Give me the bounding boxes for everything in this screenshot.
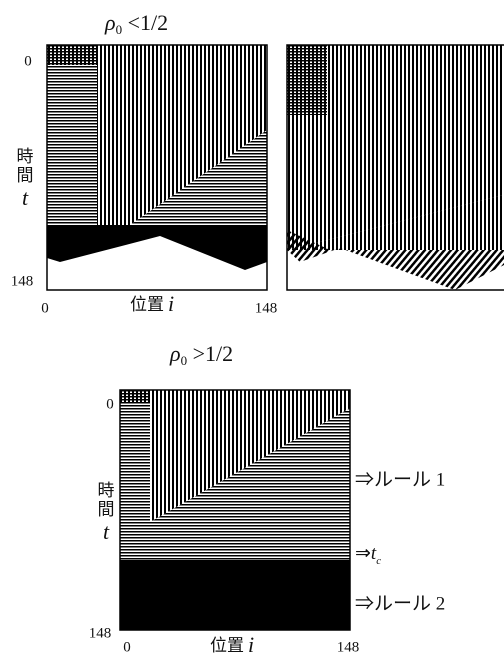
x-variable: i <box>248 632 254 657</box>
x-label-text: 位置 <box>210 636 244 655</box>
x-label-text: 位置 <box>130 295 164 314</box>
y-end: 148 <box>11 273 34 289</box>
figure: ρ0 <1/2 0 時 間 t 148 0 位置i 148 ρ0 >1/2 <box>0 0 504 660</box>
pattern-panel-3 <box>120 390 350 630</box>
x-variable: i <box>168 291 174 316</box>
x-end: 148 <box>337 639 360 655</box>
x-end: 148 <box>255 300 278 316</box>
pattern-panel-1 <box>47 45 267 290</box>
y-label: 時 <box>98 481 115 500</box>
x-start: 0 <box>123 639 131 655</box>
annotation-arrow: ⇒ <box>355 543 371 564</box>
y-variable: t <box>22 185 29 210</box>
y-start: 0 <box>24 53 32 69</box>
title-condition: >1/2 <box>187 341 233 366</box>
annotation: ⇒tc <box>355 543 381 566</box>
y-variable: t <box>103 519 110 544</box>
annotation: ⇒ルール 1 <box>355 469 445 490</box>
y-label: 間 <box>98 500 115 519</box>
y-label: 間 <box>17 166 34 185</box>
annotation-subscript: c <box>376 555 381 567</box>
top-title: ρ0 <1/2 <box>104 10 168 37</box>
y-label: 時 <box>17 147 34 166</box>
y-start: 0 <box>106 396 114 412</box>
title-symbol: ρ <box>169 341 181 366</box>
y-end: 148 <box>89 625 112 641</box>
bottom-title: ρ0 >1/2 <box>169 341 233 368</box>
title-condition: <1/2 <box>122 10 168 35</box>
pattern-panel-2 <box>287 45 504 290</box>
title-symbol: ρ <box>104 10 116 35</box>
x-start: 0 <box>41 300 49 316</box>
annotation: ⇒ルール 2 <box>355 593 445 614</box>
